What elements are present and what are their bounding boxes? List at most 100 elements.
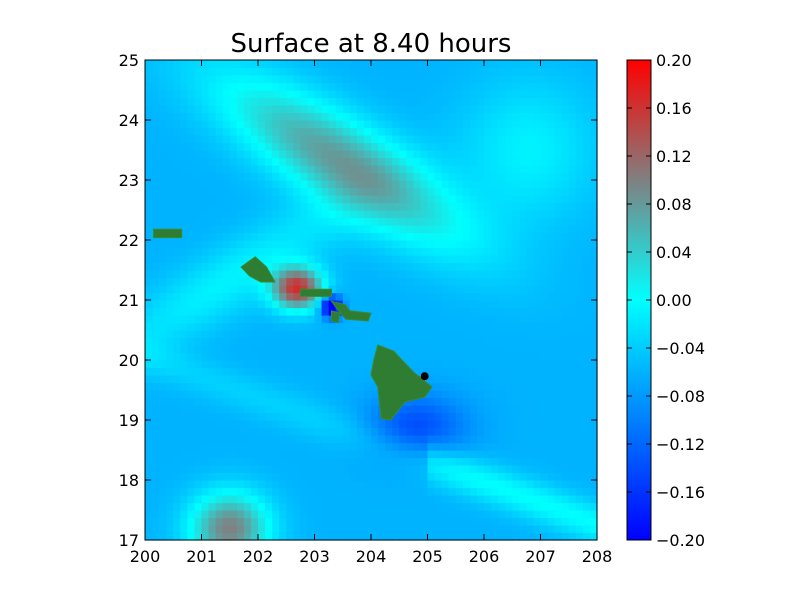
heatmap-cell bbox=[342, 127, 351, 136]
heatmap-cell bbox=[378, 330, 386, 339]
heatmap-cell bbox=[279, 112, 287, 121]
heatmap-cell bbox=[476, 472, 485, 481]
heatmap-cell bbox=[540, 502, 549, 511]
heatmap-cell bbox=[406, 495, 414, 504]
heatmap-cell bbox=[385, 247, 393, 256]
heatmap-cell bbox=[356, 225, 365, 234]
heatmap-cell bbox=[279, 405, 287, 414]
heatmap-cell bbox=[582, 525, 591, 534]
heatmap-cell bbox=[222, 330, 231, 339]
heatmap-cell bbox=[229, 457, 238, 466]
heatmap-cell bbox=[243, 420, 252, 429]
heatmap-cell bbox=[328, 157, 337, 166]
heatmap-cell bbox=[547, 360, 556, 369]
heatmap-cell bbox=[519, 135, 527, 144]
heatmap-cell bbox=[208, 202, 217, 211]
heatmap-cell bbox=[582, 427, 591, 436]
heatmap-cell bbox=[307, 142, 316, 151]
heatmap-cell bbox=[448, 495, 457, 504]
heatmap-cell bbox=[547, 60, 556, 69]
heatmap-cell bbox=[554, 337, 563, 346]
heatmap-cell bbox=[314, 217, 323, 226]
heatmap-cell bbox=[159, 472, 167, 481]
heatmap-cell bbox=[427, 315, 436, 324]
heatmap-cell bbox=[455, 382, 464, 391]
heatmap-cell bbox=[258, 232, 266, 241]
heatmap-cell bbox=[484, 97, 492, 106]
heatmap-cell bbox=[201, 60, 210, 69]
heatmap-cell bbox=[208, 210, 217, 219]
heatmap-cell bbox=[505, 157, 513, 166]
heatmap-cell bbox=[540, 60, 549, 69]
heatmap-cell bbox=[243, 450, 252, 459]
heatmap-cell bbox=[476, 457, 485, 466]
heatmap-cell bbox=[448, 247, 457, 256]
heatmap-cell bbox=[335, 495, 344, 504]
heatmap-cell bbox=[427, 67, 436, 76]
heatmap-cell bbox=[208, 382, 217, 391]
heatmap-cell bbox=[314, 427, 323, 436]
heatmap-cell bbox=[243, 97, 252, 106]
heatmap-cell bbox=[180, 337, 188, 346]
heatmap-cell bbox=[187, 367, 196, 376]
heatmap-cell bbox=[462, 142, 471, 151]
heatmap-cell bbox=[314, 150, 323, 159]
heatmap-cell bbox=[498, 420, 506, 429]
heatmap-cell bbox=[349, 427, 358, 436]
heatmap-cell bbox=[342, 495, 351, 504]
heatmap-cell bbox=[293, 322, 301, 331]
heatmap-cell bbox=[243, 195, 252, 204]
heatmap-cell bbox=[363, 517, 372, 526]
heatmap-cell bbox=[342, 442, 351, 451]
heatmap-cell bbox=[441, 480, 450, 489]
heatmap-cell bbox=[194, 375, 203, 384]
heatmap-cell bbox=[371, 300, 379, 309]
heatmap-cell bbox=[469, 472, 478, 481]
heatmap-cell bbox=[314, 367, 323, 376]
heatmap-cell bbox=[554, 450, 563, 459]
heatmap-cell bbox=[519, 112, 527, 121]
heatmap-cell bbox=[272, 127, 280, 136]
heatmap-cell bbox=[363, 97, 372, 106]
heatmap-cell bbox=[399, 105, 407, 114]
heatmap-cell bbox=[258, 240, 266, 249]
heatmap-cell bbox=[215, 150, 224, 159]
heatmap-cell bbox=[441, 285, 450, 294]
heatmap-cell bbox=[286, 495, 294, 504]
heatmap-cell bbox=[498, 525, 506, 534]
heatmap-cell bbox=[250, 135, 259, 144]
heatmap-cell bbox=[547, 307, 556, 316]
heatmap-cell bbox=[363, 472, 372, 481]
heatmap-cell bbox=[363, 307, 372, 316]
heatmap-cell bbox=[173, 157, 181, 166]
heatmap-cell bbox=[392, 75, 400, 84]
heatmap-cell bbox=[554, 517, 563, 526]
heatmap-cell bbox=[505, 232, 513, 241]
heatmap-cell bbox=[321, 360, 330, 369]
heatmap-cell bbox=[434, 285, 443, 294]
heatmap-cell bbox=[265, 232, 273, 241]
heatmap-cell bbox=[328, 375, 337, 384]
heatmap-cell bbox=[420, 225, 429, 234]
heatmap-cell bbox=[208, 525, 217, 534]
heatmap-cell bbox=[215, 82, 224, 91]
heatmap-cell bbox=[484, 187, 492, 196]
heatmap-cell bbox=[406, 97, 414, 106]
heatmap-cell bbox=[441, 292, 450, 301]
colorbar-tick-label: −0.12 bbox=[656, 435, 705, 454]
heatmap-cell bbox=[575, 67, 584, 76]
heatmap-cell bbox=[589, 180, 598, 189]
heatmap-cell bbox=[392, 180, 400, 189]
heatmap-cell bbox=[145, 487, 153, 496]
heatmap-cell bbox=[469, 165, 478, 174]
heatmap-cell bbox=[272, 517, 280, 526]
heatmap-cell bbox=[385, 120, 393, 129]
heatmap-cell bbox=[589, 90, 598, 99]
heatmap-cell bbox=[526, 442, 535, 451]
heatmap-cell bbox=[321, 502, 330, 511]
heatmap-cell bbox=[187, 210, 196, 219]
heatmap-cell bbox=[491, 300, 499, 309]
heatmap-cell bbox=[201, 345, 210, 354]
heatmap-cell bbox=[215, 135, 224, 144]
heatmap-cell bbox=[215, 112, 224, 121]
